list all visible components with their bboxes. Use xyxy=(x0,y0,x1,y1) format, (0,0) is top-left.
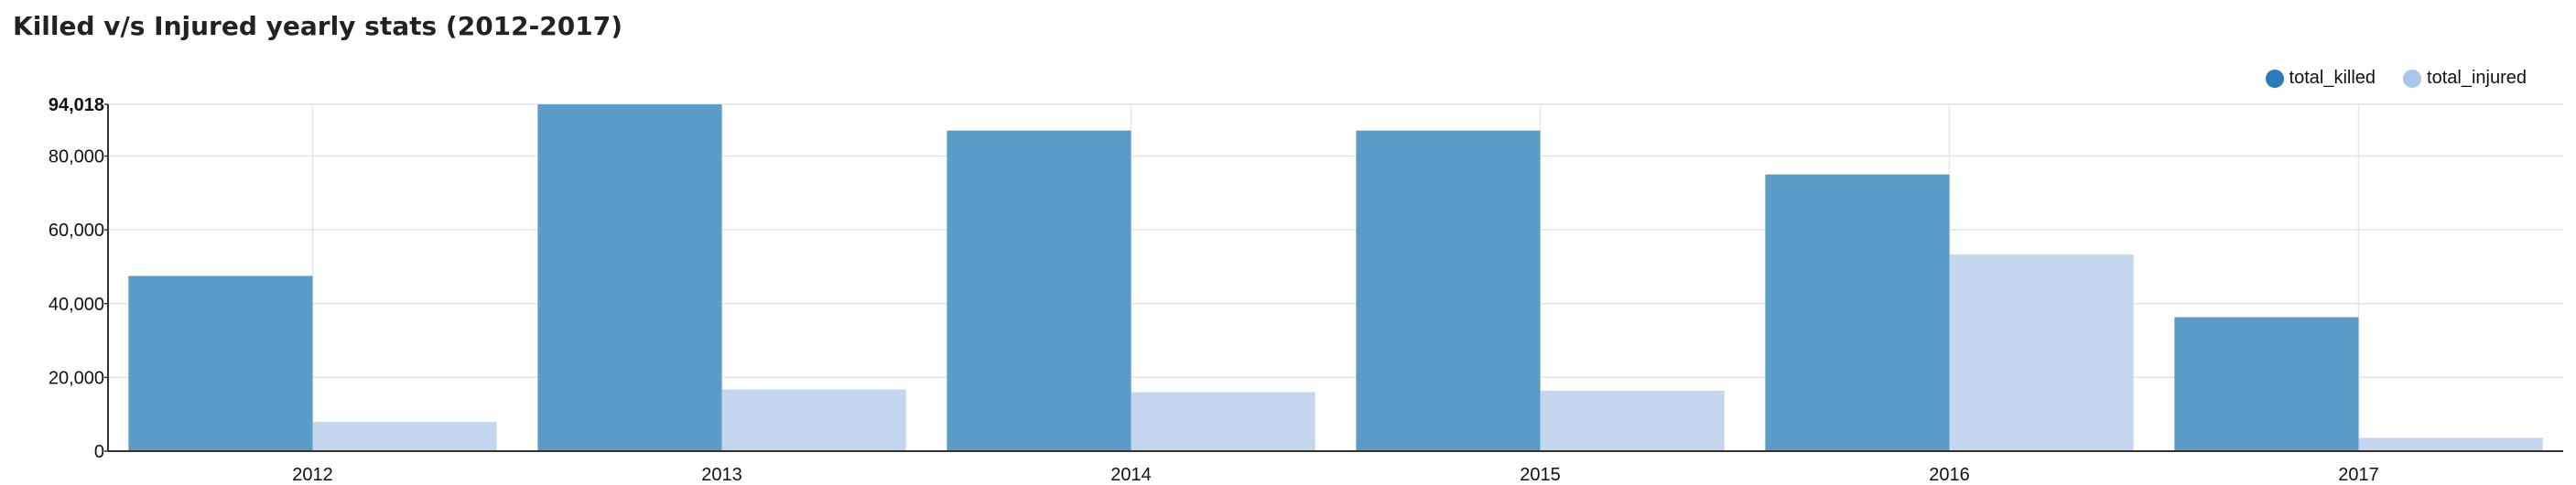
y-tick-label: 60,000 xyxy=(49,221,104,241)
bar-total-killed-2012[interactable] xyxy=(128,275,313,451)
bar-total-injured-2013[interactable] xyxy=(721,389,906,451)
legend-swatch-total-killed xyxy=(2265,69,2284,88)
bar-total-killed-2013[interactable] xyxy=(537,104,722,451)
x-tick-label: 2012 xyxy=(292,465,333,485)
legend-swatch-total-injured xyxy=(2403,69,2422,88)
bar-total-injured-2014[interactable] xyxy=(1131,392,1315,451)
bar-total-injured-2016[interactable] xyxy=(1949,254,2134,451)
legend-item-total-injured[interactable]: total_injured xyxy=(2403,68,2527,89)
legend-label-total-injured: total_injured xyxy=(2427,68,2527,88)
bar-total-killed-2014[interactable] xyxy=(947,130,1131,452)
chart-title: Killed v/s Injured yearly stats (2012-20… xyxy=(13,11,622,41)
legend-item-total-killed[interactable]: total_killed xyxy=(2265,68,2376,89)
y-tick-label: 40,000 xyxy=(49,295,104,315)
y-tick-label: 0 xyxy=(94,442,104,462)
bar-total-injured-2017[interactable] xyxy=(2358,437,2543,451)
chart-legend: total_killed total_injured xyxy=(2265,68,2527,89)
x-tick-label: 2014 xyxy=(1110,465,1152,485)
bar-total-killed-2017[interactable] xyxy=(2174,317,2359,451)
y-tick-label: 80,000 xyxy=(49,147,104,167)
legend-label-total-killed: total_killed xyxy=(2289,68,2376,88)
bar-total-injured-2015[interactable] xyxy=(1540,390,1725,451)
x-tick-label: 2013 xyxy=(701,465,742,485)
bar-total-killed-2016[interactable] xyxy=(1765,174,1950,451)
x-tick-label: 2017 xyxy=(2338,465,2379,485)
x-tick-label: 2015 xyxy=(1520,465,1561,485)
y-tick-label: 94,018 xyxy=(49,95,104,115)
x-tick-label: 2016 xyxy=(1929,465,1970,485)
bar-total-injured-2012[interactable] xyxy=(312,422,497,451)
y-tick-label: 20,000 xyxy=(49,368,104,388)
bar-total-killed-2015[interactable] xyxy=(1356,130,1541,452)
